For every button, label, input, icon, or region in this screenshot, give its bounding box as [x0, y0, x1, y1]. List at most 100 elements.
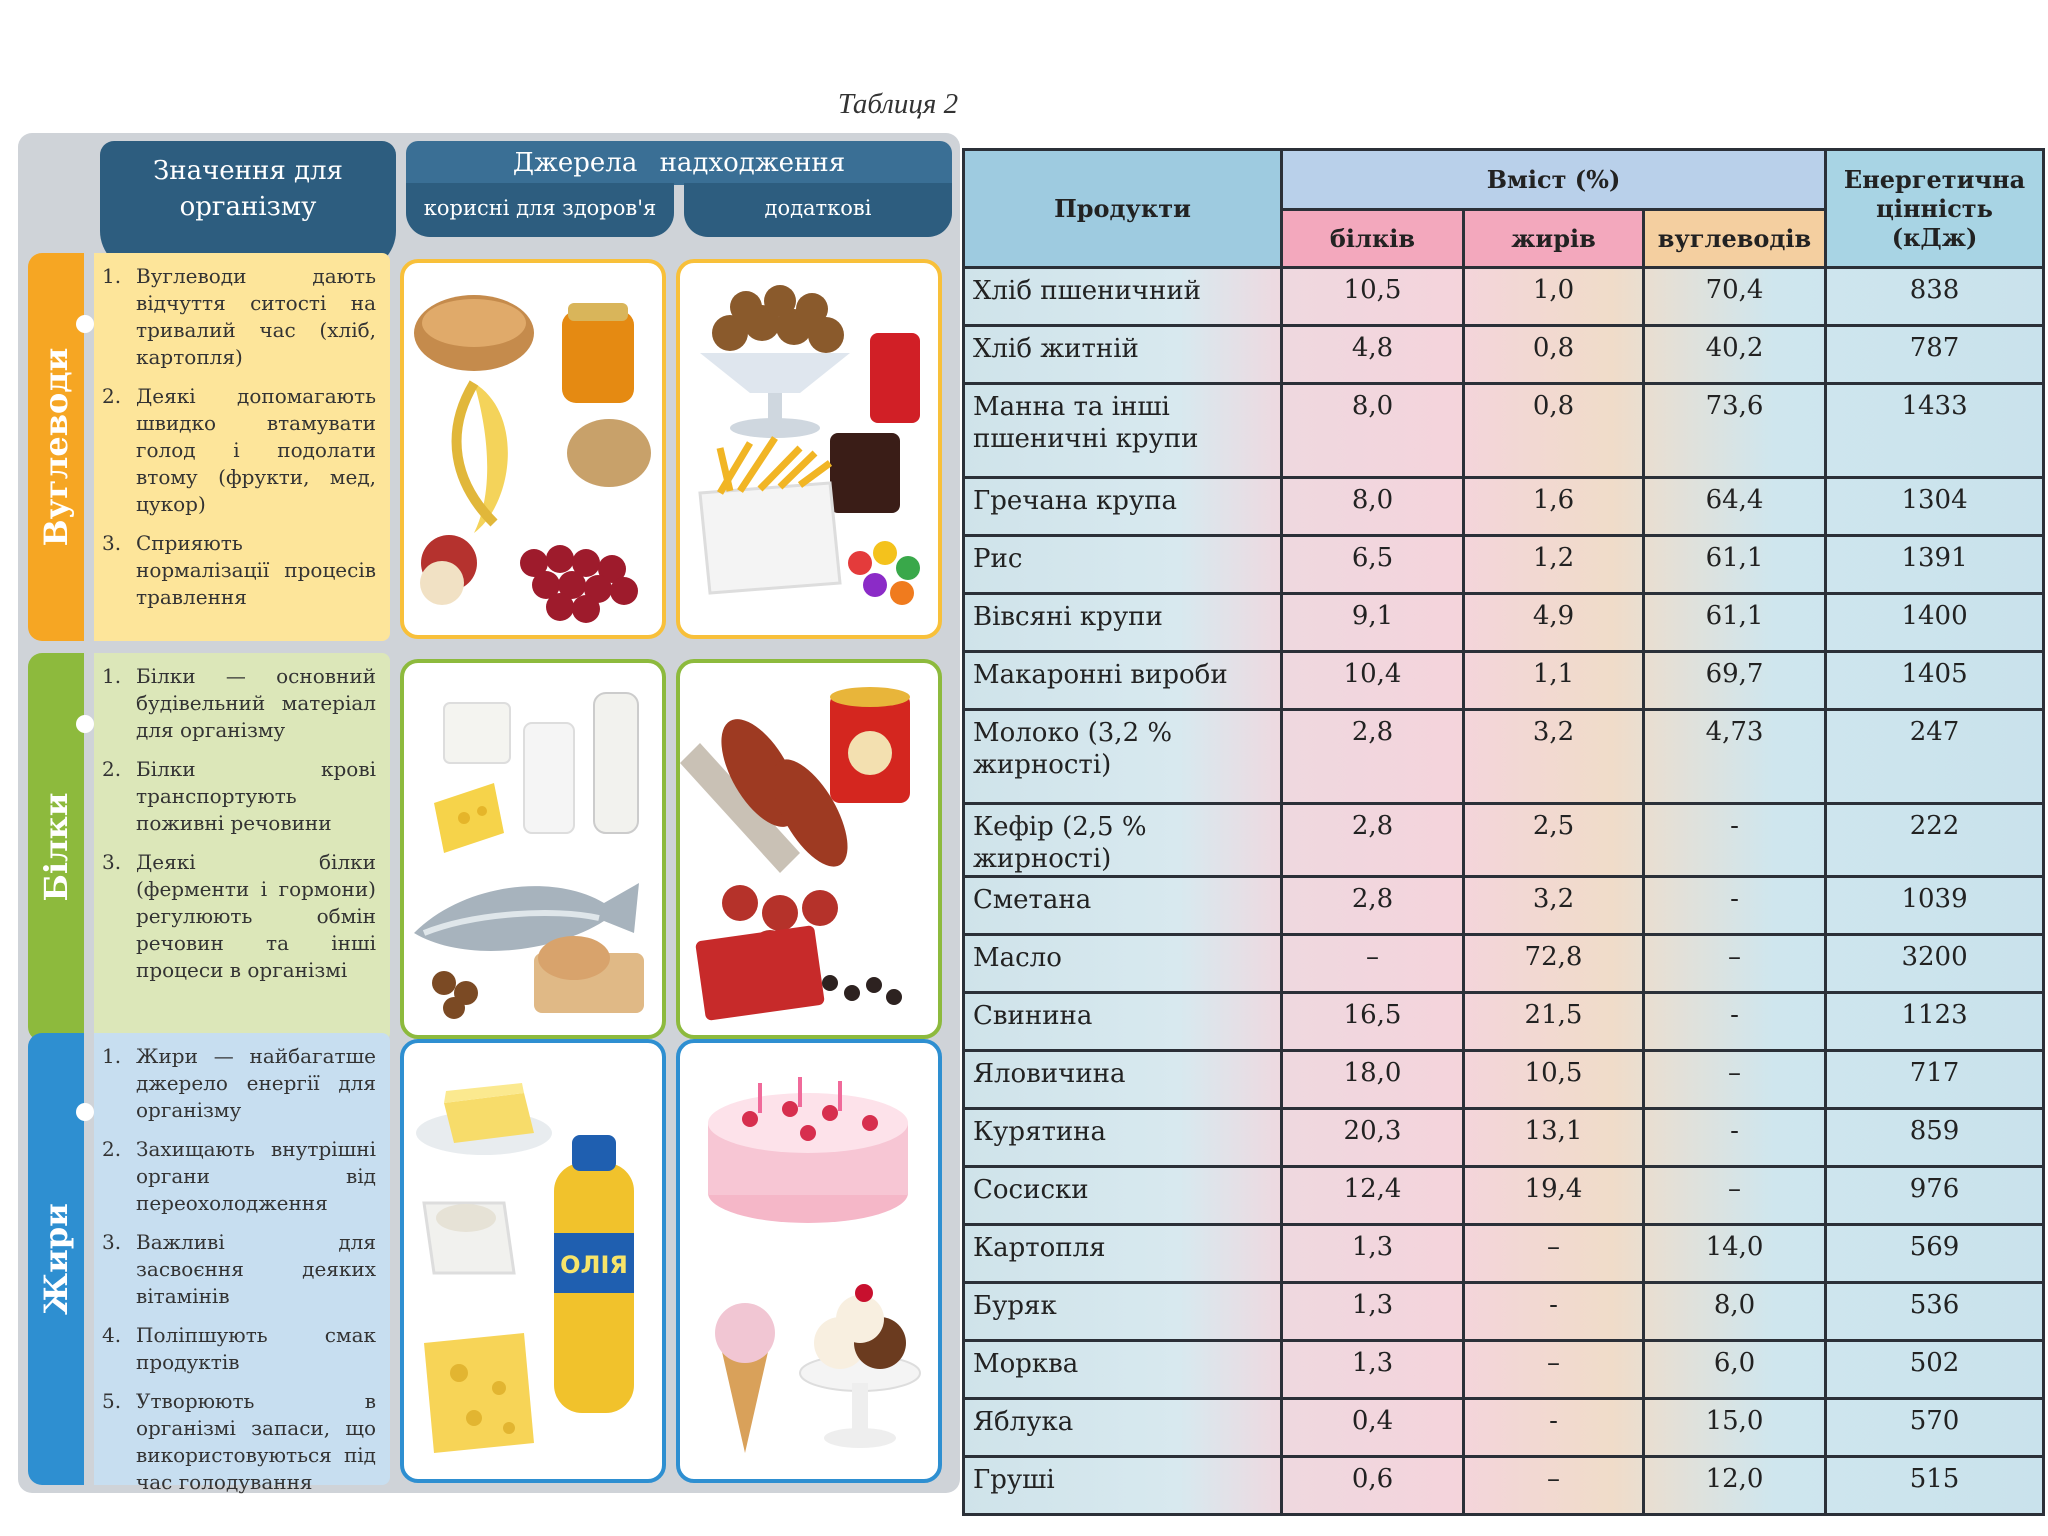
cell-fats: 19,4	[1462, 1165, 1645, 1226]
column-header-products: Продукти	[962, 148, 1283, 269]
cell-fats: 10,5	[1462, 1049, 1645, 1110]
cell-product: Манна та інші пшеничні крупи	[962, 382, 1283, 479]
cell-carbs: 64,4	[1641, 476, 1828, 537]
marker-dot-icon	[76, 315, 94, 333]
table-row: Хліб житній 4,8 0,8 40,2 787	[962, 324, 2046, 385]
cell-protein: 2,8	[1280, 802, 1465, 878]
cell-fats: 3,2	[1462, 875, 1645, 936]
list-item: 2. Деякі допомагають швидко втамувати гол…	[102, 384, 376, 516]
cell-product: Хліб житній	[962, 324, 1283, 385]
table-row: Яловичина 18,0 10,5–717	[962, 1049, 2046, 1110]
list-item: 2. Білки крові транспортують поживні речо…	[102, 757, 376, 835]
list-item: 1. Жири — найбагатше джерело енергії для …	[102, 1044, 376, 1122]
cookies-fries-soda-candy-icon	[698, 285, 920, 605]
cell-carbs: 69,7	[1641, 650, 1828, 711]
table-row: Сосиски 12,4 19,4–976	[962, 1165, 2046, 1226]
table-row: Сметана 2,8 3,2-1039	[962, 875, 2046, 936]
cell-protein: 8,0	[1280, 476, 1465, 537]
list-item: 3. Важливі для засвоєння деяких вітамінів	[102, 1230, 376, 1308]
cell-carbs: –	[1641, 933, 1828, 994]
cell-protein: 1,3	[1280, 1281, 1465, 1342]
list-item: 1. Вуглеводи дають відчуття ситості на тр…	[102, 264, 376, 369]
fats-functions: 1. Жири — найбагатше джерело енергії для …	[94, 1033, 390, 1494]
side-label-carbohydrates: Вуглеводи	[28, 253, 84, 641]
table-row: Груші 0,6–12,0 515	[962, 1455, 2046, 1516]
cell-energy: 1039	[1824, 875, 2046, 936]
cell-protein: 1,3	[1280, 1339, 1465, 1400]
cell-fats: 0,8	[1462, 382, 1645, 479]
table-row: Буряк 1,3-8,0 536	[962, 1281, 2046, 1342]
side-label-fats: Жири	[28, 1033, 84, 1485]
list-item: 5. Утворюють в організмі запаси, що викор…	[102, 1389, 376, 1494]
cell-product: Рис	[962, 534, 1283, 595]
cell-fats: 1,2	[1462, 534, 1645, 595]
fats-useful-foods-image: ОЛІЯ	[400, 1039, 666, 1483]
table-row: Картопля 1,3–14,0 569	[962, 1223, 2046, 1284]
cell-protein: 20,3	[1280, 1107, 1465, 1168]
cell-carbs: -	[1641, 1107, 1828, 1168]
bread-honey-banana-grapes-icon	[414, 295, 651, 623]
cell-carbs: 40,2	[1641, 324, 1828, 385]
cell-protein: 12,4	[1280, 1165, 1465, 1226]
cell-protein: 1,3	[1280, 1223, 1465, 1284]
column-header-content: Вміст (%)	[1279, 148, 1828, 211]
table-row: Рис 6,5 1,2 61,1 1391	[962, 534, 2046, 595]
cell-product: Сметана	[962, 875, 1283, 936]
table-row: Кефір (2,5 % жирності) 2,8 2,5-222	[962, 802, 2046, 878]
cell-energy: 838	[1824, 266, 2046, 327]
carbs-functions: 1. Вуглеводи дають відчуття ситості на тр…	[94, 253, 390, 641]
column-header-energy: Енергетична цінність (кДж)	[1824, 148, 2046, 269]
table-caption: Таблиця 2	[837, 88, 959, 120]
cell-product: Гречана крупа	[962, 476, 1283, 537]
oil-bottle-label: ОЛІЯ	[560, 1251, 628, 1279]
cell-product: Морква	[962, 1339, 1283, 1400]
cell-carbs: -	[1641, 875, 1828, 936]
header-sources: Джерела надходження	[406, 141, 952, 185]
cell-protein: 4,8	[1280, 324, 1465, 385]
header-meaning: Значення для організму	[100, 141, 396, 271]
table-row: Яблука 0,4-15,0 570	[962, 1397, 2046, 1458]
cell-fats: 13,1	[1462, 1107, 1645, 1168]
cell-protein: 9,1	[1280, 592, 1465, 653]
list-item: 4. Поліпшують смак продуктів	[102, 1323, 376, 1374]
cell-protein: 16,5	[1280, 991, 1465, 1052]
cell-product: Молоко (3,2 % жирності)	[962, 708, 1283, 805]
cell-protein: 8,0	[1280, 382, 1465, 479]
cell-product: Картопля	[962, 1223, 1283, 1284]
fats-extra-foods-image	[676, 1039, 942, 1483]
cell-fats: 1,6	[1462, 476, 1645, 537]
cell-energy: 1400	[1824, 592, 2046, 653]
cake-ice-cream-icon	[708, 1077, 921, 1453]
table-row: Молоко (3,2 % жирності) 2,8 3,2 4,73 247	[962, 708, 2046, 805]
section-title: Білки	[37, 792, 75, 902]
list-item: 1. Білки — основний будівельний матеріал …	[102, 664, 376, 742]
list-item: 3. Деякі білки (ферменти і гормони) регул…	[102, 850, 376, 982]
table-row: Макаронні вироби 10,4 1,1 69,7 1405	[962, 650, 2046, 711]
section-title: Жири	[37, 1203, 75, 1315]
cell-fats: 0,8	[1462, 324, 1645, 385]
cell-fats: –	[1462, 1455, 1645, 1516]
cell-product: Свинина	[962, 991, 1283, 1052]
header-useful: корисні для здоров'я	[406, 183, 674, 237]
cell-fats: –	[1462, 1223, 1645, 1284]
protein-useful-foods-image	[400, 659, 666, 1039]
table-row: Свинина 16,5 21,5-1123	[962, 991, 2046, 1052]
section-proteins: Білки 1. Білки — основний будівельний мат…	[28, 653, 950, 1041]
table-row: Морква 1,3–6,0 502	[962, 1339, 2046, 1400]
table-row: Гречана крупа 8,0 1,6 64,4 1304	[962, 476, 2046, 537]
cell-product: Сосиски	[962, 1165, 1283, 1226]
cell-product: Яловичина	[962, 1049, 1283, 1110]
cell-carbs: -	[1641, 991, 1828, 1052]
cell-product: Масло	[962, 933, 1283, 994]
cell-protein: 10,4	[1280, 650, 1465, 711]
cell-energy: 1405	[1824, 650, 2046, 711]
cell-protein: 2,8	[1280, 875, 1465, 936]
cell-product: Груші	[962, 1455, 1283, 1516]
cell-carbs: 61,1	[1641, 592, 1828, 653]
cell-carbs: 70,4	[1641, 266, 1828, 327]
cell-energy: 1304	[1824, 476, 2046, 537]
list-item: 3. Сприяють нормалізації процесів травлен…	[102, 531, 376, 609]
cell-fats: 2,5	[1462, 802, 1645, 878]
nutrition-table: Продукти Вміст (%) Енергетична цінність …	[962, 148, 2046, 1516]
cell-carbs: –	[1641, 1165, 1828, 1226]
